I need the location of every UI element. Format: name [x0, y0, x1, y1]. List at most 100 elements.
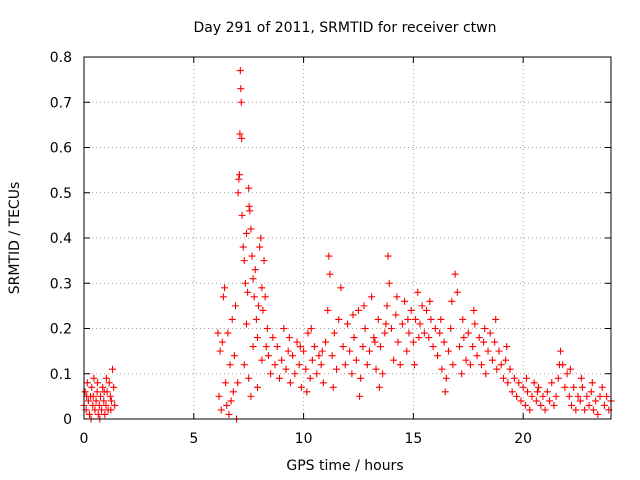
data-point [449, 361, 457, 369]
data-point [403, 347, 411, 355]
data-point [375, 383, 383, 391]
data-point [574, 392, 582, 400]
data-point [218, 338, 226, 346]
data-point [307, 325, 315, 332]
data-point [368, 293, 376, 301]
data-point [495, 347, 503, 355]
data-point [102, 374, 110, 382]
data-point [502, 356, 510, 364]
data-point [230, 352, 238, 360]
data-point [313, 370, 321, 378]
data-point [374, 315, 382, 323]
data-point [99, 383, 107, 391]
y-tick-label: 0.6 [50, 141, 72, 157]
data-point [236, 130, 244, 138]
data-point [94, 379, 102, 387]
y-tick-labels: 0 0.1 0.2 0.3 0.4 0.5 0.6 0.7 0.8 [50, 50, 72, 428]
data-point [293, 338, 301, 346]
data-point [445, 347, 453, 355]
data-point [475, 334, 483, 342]
data-point [521, 401, 529, 409]
data-point [576, 397, 584, 405]
data-point [264, 352, 272, 360]
data-point [241, 279, 249, 287]
data-point [234, 379, 242, 387]
data-point [324, 306, 332, 314]
data-point [499, 374, 507, 382]
x-tick-label: 10 [295, 431, 313, 447]
data-point [554, 374, 562, 382]
data-point [251, 266, 259, 274]
data-point [83, 379, 91, 387]
data-point [409, 338, 417, 346]
data-point [517, 397, 525, 405]
data-point [306, 374, 314, 382]
data-point [240, 257, 248, 265]
data-point [480, 338, 488, 346]
data-point [451, 270, 459, 278]
data-point [247, 225, 255, 233]
data-point [587, 388, 595, 396]
data-point [90, 374, 98, 382]
data-point [588, 379, 596, 387]
data-point [504, 379, 512, 387]
data-point [219, 293, 227, 301]
data-point [102, 401, 110, 409]
data-point [259, 306, 267, 314]
data-point [101, 410, 109, 418]
data-point [572, 406, 580, 414]
data-point [471, 320, 479, 328]
data-point [221, 284, 229, 292]
data-point [250, 293, 258, 301]
data-point [530, 379, 538, 387]
data-point [441, 388, 449, 396]
data-point [303, 388, 311, 396]
y-tick-label: 0.1 [50, 367, 72, 383]
data-point [289, 352, 297, 360]
data-point [234, 189, 242, 197]
data-point [85, 410, 93, 418]
y-tick-label: 0.2 [50, 322, 72, 338]
data-point [407, 306, 415, 314]
data-point [344, 320, 351, 328]
data-point [578, 383, 586, 391]
data-point [315, 352, 323, 360]
data-point [492, 315, 500, 323]
data-point [603, 392, 611, 400]
data-point [383, 302, 391, 310]
data-point [427, 315, 435, 323]
data-point [237, 85, 245, 93]
data-point [470, 306, 478, 314]
data-point [93, 388, 101, 396]
data-point [100, 397, 108, 405]
data-point [225, 410, 233, 418]
data-point [253, 334, 261, 342]
data-point [392, 311, 400, 319]
data-point [295, 361, 303, 369]
data-point [109, 365, 117, 373]
data-point [348, 370, 356, 378]
data-point [280, 325, 288, 332]
y-tick-label: 0.3 [50, 276, 72, 292]
data-point [363, 361, 371, 369]
data-point [464, 329, 472, 337]
data-points [80, 67, 615, 423]
data-point [503, 343, 511, 351]
data-point [425, 334, 433, 342]
data-point [346, 347, 354, 355]
y-tick-label: 0.4 [50, 231, 72, 247]
data-point [100, 388, 108, 396]
data-point [339, 343, 347, 351]
data-point [89, 401, 97, 409]
data-point [477, 361, 485, 369]
data-point [548, 379, 556, 387]
y-tick-label: 0 [63, 412, 72, 428]
data-point [94, 410, 102, 418]
data-point [437, 315, 445, 323]
data-point [393, 293, 401, 301]
data-point [379, 370, 387, 378]
data-point [493, 365, 501, 373]
data-point [429, 343, 437, 351]
data-point [107, 397, 115, 405]
